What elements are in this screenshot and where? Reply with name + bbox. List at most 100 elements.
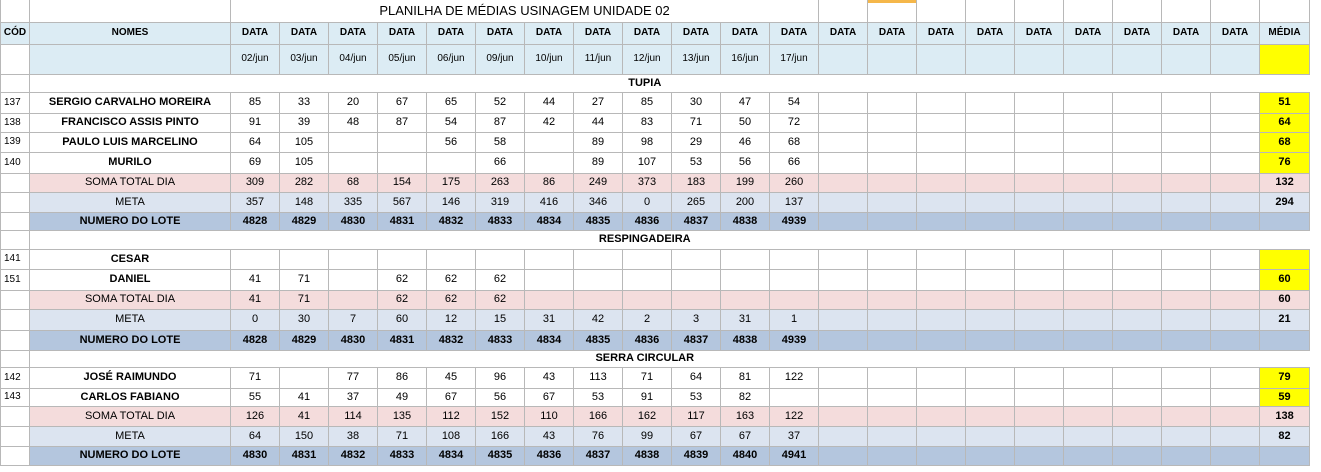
value-cell[interactable] [1112, 151, 1163, 174]
value-cell[interactable]: 89 [573, 151, 623, 174]
value-cell[interactable] [818, 248, 869, 270]
value-cell[interactable]: 37 [328, 387, 378, 407]
value-cell[interactable] [818, 425, 869, 447]
value-cell[interactable]: 71 [377, 425, 427, 447]
value-cell[interactable]: 117 [671, 405, 721, 427]
employee-code[interactable]: 151 [0, 268, 30, 291]
value-cell[interactable] [1161, 151, 1212, 174]
soma-total-average[interactable]: 138 [1259, 405, 1311, 427]
value-cell[interactable] [1063, 425, 1114, 447]
header-data[interactable]: DATA [573, 21, 623, 45]
value-cell[interactable] [1210, 151, 1261, 174]
value-cell[interactable]: 29 [671, 131, 721, 153]
lot-number-average[interactable] [1259, 329, 1311, 351]
value-cell[interactable]: 52 [475, 91, 525, 114]
value-cell[interactable]: 4836 [622, 329, 672, 351]
blank-cell[interactable] [0, 211, 30, 231]
employee-code[interactable]: 138 [0, 112, 30, 133]
value-cell[interactable] [867, 191, 918, 213]
soma-total-label[interactable]: SOMA TOTAL DIA [29, 172, 231, 193]
value-cell[interactable]: 4831 [279, 445, 329, 466]
value-cell[interactable]: 4939 [768, 211, 820, 231]
value-cell[interactable] [1014, 248, 1065, 270]
value-cell[interactable] [916, 268, 967, 291]
value-cell[interactable]: 0 [622, 191, 672, 213]
value-cell[interactable]: 65 [426, 91, 476, 114]
value-cell[interactable] [1210, 425, 1261, 447]
value-cell[interactable] [867, 112, 918, 133]
value-cell[interactable]: 4840 [720, 445, 770, 466]
value-cell[interactable] [1161, 91, 1212, 114]
value-cell[interactable] [377, 248, 427, 270]
header-data[interactable]: DATA [818, 21, 869, 45]
value-cell[interactable]: 72 [768, 112, 820, 133]
value-cell[interactable] [965, 387, 1016, 407]
value-cell[interactable]: 46 [720, 131, 770, 153]
value-cell[interactable]: 31 [720, 308, 770, 331]
value-cell[interactable]: 4838 [622, 445, 672, 466]
value-cell[interactable] [916, 131, 967, 153]
value-cell[interactable]: 4833 [377, 445, 427, 466]
value-cell[interactable] [328, 268, 378, 291]
value-cell[interactable]: 42 [524, 112, 574, 133]
value-cell[interactable] [1210, 289, 1261, 310]
value-cell[interactable] [818, 211, 869, 231]
value-cell[interactable] [818, 405, 869, 427]
header-date[interactable]: 05/jun [377, 43, 427, 75]
header-data[interactable]: DATA [328, 21, 378, 45]
value-cell[interactable] [622, 268, 672, 291]
value-cell[interactable] [965, 91, 1016, 114]
value-cell[interactable]: 4834 [524, 211, 574, 231]
lot-number-average[interactable] [1259, 445, 1311, 466]
blank-cell[interactable] [0, 73, 30, 93]
value-cell[interactable] [1112, 405, 1163, 427]
value-cell[interactable] [1210, 131, 1261, 153]
average-cell[interactable]: 64 [1259, 112, 1311, 133]
value-cell[interactable]: 20 [328, 91, 378, 114]
value-cell[interactable]: 4833 [475, 211, 525, 231]
header-date[interactable]: 03/jun [279, 43, 329, 75]
blank-cell[interactable] [0, 229, 30, 250]
value-cell[interactable] [1014, 329, 1065, 351]
value-cell[interactable]: 319 [475, 191, 525, 213]
value-cell[interactable]: 43 [524, 366, 574, 389]
value-cell[interactable] [916, 445, 967, 466]
value-cell[interactable] [328, 151, 378, 174]
employee-code[interactable]: 140 [0, 151, 30, 174]
value-cell[interactable]: 54 [426, 112, 476, 133]
value-cell[interactable] [1112, 248, 1163, 270]
value-cell[interactable] [1063, 268, 1114, 291]
blank-cell[interactable] [916, 0, 967, 23]
soma-total-average[interactable]: 60 [1259, 289, 1311, 310]
value-cell[interactable] [622, 289, 672, 310]
value-cell[interactable] [1014, 425, 1065, 447]
value-cell[interactable] [1210, 387, 1261, 407]
employee-name[interactable]: CARLOS FABIANO [29, 387, 231, 407]
value-cell[interactable] [818, 329, 869, 351]
meta-average[interactable]: 82 [1259, 425, 1311, 447]
value-cell[interactable] [768, 268, 820, 291]
header-date[interactable]: 12/jun [622, 43, 672, 75]
averages-table[interactable]: PLANILHA DE MÉDIAS USINAGEM UNIDADE 02 CÓ… [0, 0, 1311, 466]
value-cell[interactable] [818, 268, 869, 291]
value-cell[interactable]: 122 [768, 366, 820, 389]
value-cell[interactable]: 150 [279, 425, 329, 447]
value-cell[interactable] [1014, 445, 1065, 466]
value-cell[interactable] [916, 329, 967, 351]
value-cell[interactable]: 110 [524, 405, 574, 427]
blank-cell[interactable] [1161, 0, 1212, 23]
value-cell[interactable] [1014, 405, 1065, 427]
value-cell[interactable]: 135 [377, 405, 427, 427]
value-cell[interactable] [720, 268, 770, 291]
value-cell[interactable]: 31 [524, 308, 574, 331]
value-cell[interactable] [524, 131, 574, 153]
employee-name[interactable]: DANIEL [29, 268, 231, 291]
value-cell[interactable] [867, 172, 918, 193]
value-cell[interactable]: 37 [768, 425, 820, 447]
value-cell[interactable]: 62 [475, 289, 525, 310]
value-cell[interactable] [1210, 366, 1261, 389]
value-cell[interactable]: 30 [671, 91, 721, 114]
value-cell[interactable] [768, 387, 820, 407]
value-cell[interactable] [965, 112, 1016, 133]
value-cell[interactable]: 85 [622, 91, 672, 114]
